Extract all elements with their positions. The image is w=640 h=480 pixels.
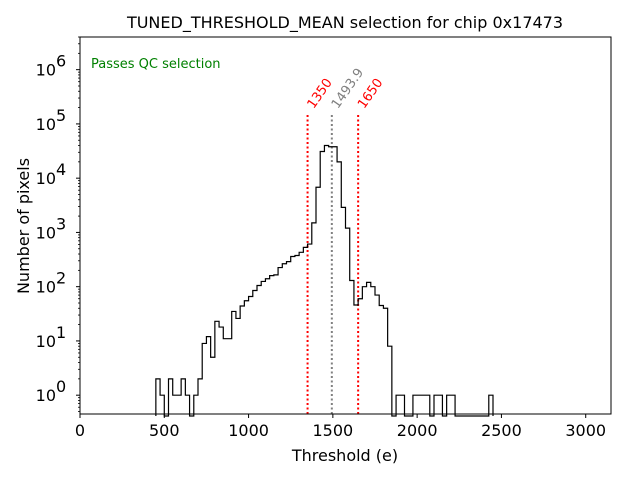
y-tick-label: 10 bbox=[36, 169, 56, 188]
histogram-bin bbox=[211, 357, 215, 416]
y-tick-exponent: 2 bbox=[56, 269, 66, 288]
histogram-bin bbox=[383, 308, 387, 416]
x-axis: 0 500 1000 1500 2000 2500 3000 bbox=[75, 414, 606, 440]
histogram-bin bbox=[236, 318, 240, 416]
histogram-bin bbox=[295, 256, 299, 416]
histogram-bin bbox=[324, 146, 328, 416]
histogram-bin bbox=[299, 252, 303, 416]
histogram-bin bbox=[291, 256, 295, 416]
histogram-bin bbox=[413, 395, 417, 416]
histogram-bin bbox=[278, 268, 282, 416]
histogram-bin bbox=[274, 275, 278, 416]
plot-frame bbox=[79, 36, 612, 415]
histogram-bin bbox=[489, 395, 493, 416]
y-tick-label: 10 bbox=[36, 115, 56, 134]
histogram-bin bbox=[426, 395, 430, 416]
histogram-bin bbox=[253, 291, 257, 416]
histogram-bin bbox=[240, 306, 244, 416]
y-tick-exponent: 4 bbox=[56, 160, 66, 179]
histogram-bin bbox=[438, 395, 442, 416]
y-tick-exponent: 1 bbox=[56, 323, 66, 342]
x-tick-label: 2000 bbox=[397, 421, 438, 440]
histogram-bin bbox=[232, 311, 236, 416]
histogram-bin bbox=[244, 301, 248, 416]
histogram-bin bbox=[223, 339, 227, 416]
histogram-bin bbox=[354, 305, 358, 416]
qc-annotation: Passes QC selection bbox=[91, 57, 221, 72]
histogram-bin bbox=[169, 379, 173, 416]
histogram-bin bbox=[303, 247, 307, 416]
x-tick-label: 3000 bbox=[565, 421, 606, 440]
histogram-bin bbox=[333, 147, 337, 416]
x-tick-label: 1000 bbox=[228, 421, 269, 440]
histogram-bin bbox=[400, 395, 404, 416]
histogram-bin bbox=[434, 395, 438, 416]
histogram-bin bbox=[219, 327, 223, 416]
histogram-bin bbox=[329, 147, 333, 416]
y-axis-title: Number of pixels bbox=[14, 158, 33, 294]
y-tick-label: 10 bbox=[36, 386, 56, 405]
histogram-bin bbox=[185, 395, 189, 416]
histogram-bin bbox=[194, 395, 198, 416]
histogram-bin bbox=[396, 395, 400, 416]
histogram-bin bbox=[417, 395, 421, 416]
histogram-bin bbox=[206, 337, 210, 416]
histogram-bin bbox=[451, 395, 455, 416]
histogram-bin bbox=[215, 321, 219, 416]
histogram-bin bbox=[320, 152, 324, 416]
histogram-bin bbox=[371, 287, 375, 416]
x-tick-label: 0 bbox=[75, 421, 85, 440]
histogram-bin bbox=[341, 207, 345, 416]
histogram-bin bbox=[173, 395, 177, 416]
y-tick-exponent: 0 bbox=[56, 377, 66, 396]
histogram-bin bbox=[337, 162, 341, 416]
histogram-bin bbox=[447, 395, 451, 416]
histogram-bin bbox=[257, 286, 261, 416]
threshold-label: 1350 bbox=[305, 76, 336, 112]
histogram-bin bbox=[160, 395, 164, 416]
x-tick-label: 1500 bbox=[312, 421, 353, 440]
y-tick-label: 10 bbox=[36, 278, 56, 297]
y-tick-label: 10 bbox=[36, 223, 56, 242]
histogram-bin bbox=[181, 379, 185, 416]
histogram-bin bbox=[308, 244, 312, 416]
x-axis-title: Threshold (e) bbox=[291, 446, 398, 465]
histogram-bin bbox=[270, 276, 274, 416]
histogram-bin bbox=[265, 279, 269, 416]
histogram-series bbox=[155, 144, 494, 417]
histogram-bin bbox=[198, 379, 202, 416]
histogram-bin bbox=[261, 281, 265, 416]
histogram-bin bbox=[228, 339, 232, 416]
histogram-bin bbox=[346, 228, 350, 416]
histogram-bin bbox=[375, 295, 379, 416]
histogram-bin bbox=[367, 282, 371, 416]
histogram-outline bbox=[155, 144, 494, 417]
histogram-bin bbox=[312, 223, 316, 416]
histogram-bin bbox=[287, 262, 291, 416]
histogram-bin bbox=[362, 287, 366, 416]
histogram-bin bbox=[388, 346, 392, 416]
histogram-bin bbox=[379, 305, 383, 416]
histogram-bin bbox=[249, 296, 253, 416]
histogram-bin bbox=[358, 299, 362, 416]
x-tick-label: 500 bbox=[149, 421, 180, 440]
y-tick-exponent: 6 bbox=[56, 52, 66, 71]
chart-title: TUNED_THRESHOLD_MEAN selection for chip … bbox=[126, 13, 563, 33]
histogram-bin bbox=[177, 395, 181, 416]
y-tick-exponent: 3 bbox=[56, 214, 66, 233]
histogram-bin bbox=[350, 280, 354, 416]
y-tick-label: 10 bbox=[36, 61, 56, 80]
histogram-bin bbox=[316, 187, 320, 416]
histogram-bin bbox=[202, 343, 206, 416]
y-tick-exponent: 5 bbox=[56, 106, 66, 125]
histogram-bin bbox=[421, 395, 425, 416]
histogram-bin bbox=[156, 379, 160, 416]
x-tick-label: 2500 bbox=[481, 421, 522, 440]
histogram-bin bbox=[282, 264, 286, 416]
y-tick-label: 10 bbox=[36, 332, 56, 351]
